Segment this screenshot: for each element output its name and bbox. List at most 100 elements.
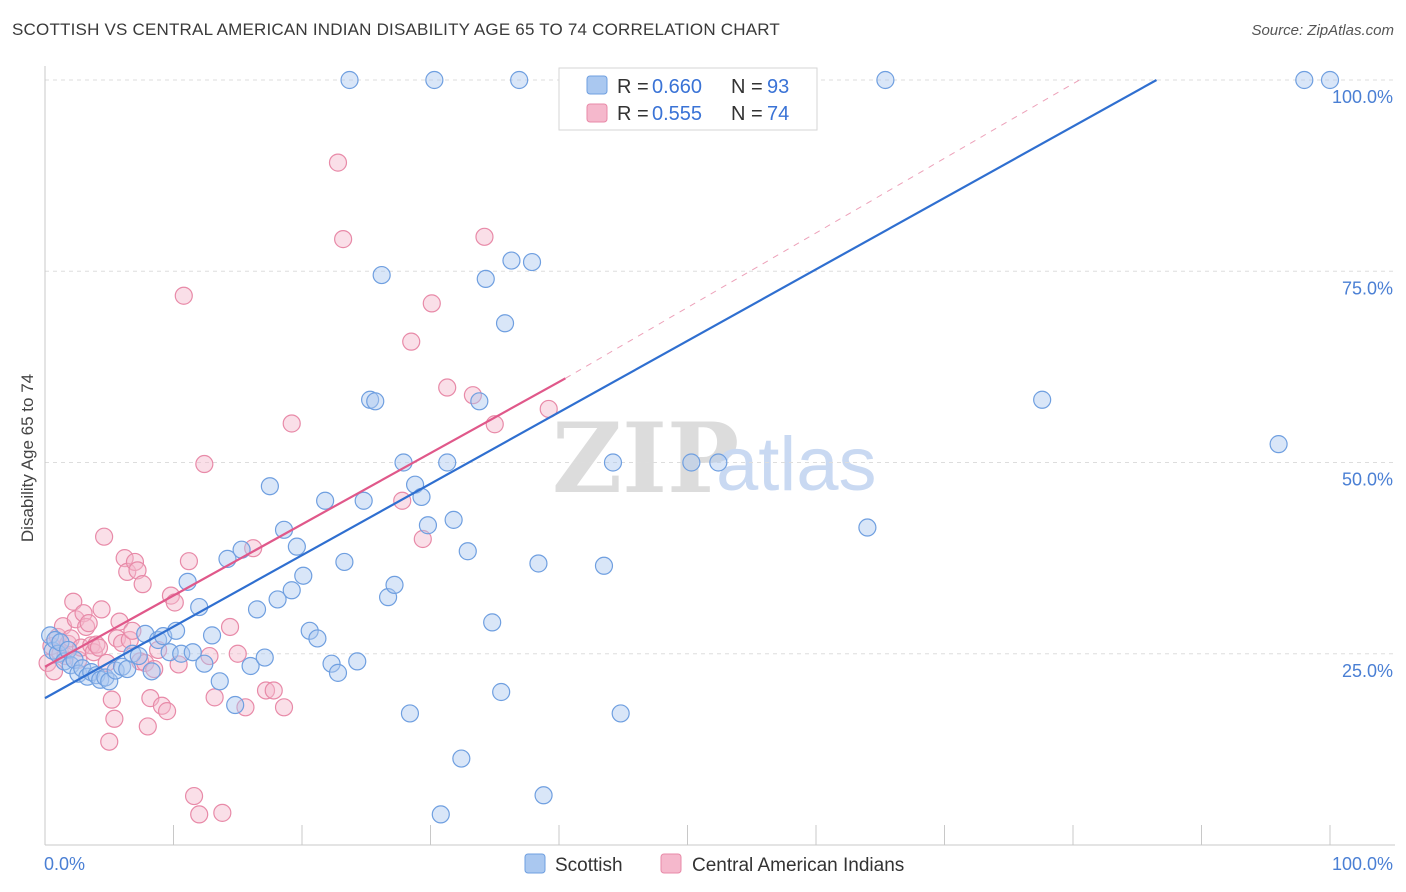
scottish-point: [400, 704, 420, 723]
scottish-point: [492, 682, 511, 702]
series-legend: Scottish Central American Indians: [524, 853, 904, 876]
legend-n-label-1: N =: [731, 76, 763, 98]
scottish-point: [534, 786, 553, 805]
scottish-point: [444, 510, 463, 529]
central-american-indians-trend-extension: [565, 79, 1080, 379]
scottish-point: [502, 251, 521, 270]
scottish-point: [452, 749, 471, 768]
scottish-point: [241, 656, 260, 676]
central-american-indians-point: [157, 702, 177, 721]
x-tick-label: 0.0%: [44, 854, 85, 874]
scottish-point: [425, 70, 444, 90]
central-american-indians-point: [274, 698, 294, 717]
watermark: ZIP atlas: [552, 402, 877, 515]
central-american-indians-point: [79, 614, 98, 633]
y-axis-title: Disability Age 65 to 74: [18, 374, 37, 542]
scottish-point: [438, 453, 457, 472]
scottish-point: [431, 805, 450, 824]
scottish-point: [100, 672, 119, 691]
y-tick-label: 100.0%: [1332, 87, 1393, 107]
central-american-indians-point: [92, 600, 111, 619]
scottish-point: [418, 516, 438, 535]
legend-n-label-2: N =: [731, 103, 763, 125]
x-tick-label: 100.0%: [1332, 854, 1393, 874]
chart-title: SCOTTISH VS CENTRAL AMERICAN INDIAN DISA…: [12, 20, 780, 39]
central-american-indians-point: [102, 690, 121, 709]
scottish-point: [476, 269, 495, 288]
scottish-point: [529, 554, 548, 573]
central-american-indians-point: [115, 549, 134, 568]
scottish-point: [308, 629, 327, 648]
grid: 25.0% 50.0% 75.0% 100.0%: [45, 79, 1395, 681]
central-american-indians-point: [105, 709, 124, 728]
bottom-legend-swatch-central-american-indians: [660, 853, 682, 874]
central-american-indians-point: [138, 717, 157, 736]
legend-n-value-2: 74: [767, 103, 789, 125]
scottish-point: [328, 663, 348, 682]
scottish-point: [210, 672, 229, 691]
scottish-point: [1295, 70, 1314, 90]
central-american-indians-point: [205, 688, 224, 707]
scottish-point: [282, 581, 301, 600]
legend-r-label-2: R =: [617, 103, 649, 125]
y-tick-label: 75.0%: [1342, 278, 1393, 298]
scottish-point: [611, 704, 630, 723]
scottish-point: [603, 453, 623, 472]
central-american-indians-point: [74, 604, 93, 623]
central-american-indians-point: [195, 454, 214, 474]
scottish-point: [594, 556, 614, 575]
central-american-indians-point: [402, 332, 421, 351]
scottish-point: [876, 70, 895, 90]
central-american-indians-point: [133, 575, 152, 594]
scottish-point: [483, 613, 502, 632]
scottish-trend-line: [44, 79, 1158, 700]
scottish-point: [195, 654, 214, 673]
central-american-indians-trend-line: [44, 377, 566, 668]
scottish-point: [300, 621, 319, 640]
bottom-legend-label-scottish: Scottish: [555, 855, 623, 876]
scottish-point: [160, 643, 179, 662]
central-american-indians-point: [89, 638, 109, 657]
scottish-point: [354, 491, 373, 510]
central-american-indians-point: [438, 378, 457, 397]
scottish-point: [335, 552, 354, 572]
central-american-indians-point: [190, 805, 209, 824]
scottish-point: [1269, 435, 1288, 454]
scottish-point: [287, 537, 306, 556]
scottish-point: [172, 644, 191, 663]
central-american-indians-point: [393, 491, 412, 510]
scottish-point: [226, 695, 245, 715]
central-american-indians-point: [256, 681, 276, 700]
central-american-indians-point: [169, 655, 188, 674]
scottish-point: [470, 392, 489, 411]
central-american-indians-points: [38, 153, 558, 824]
central-american-indians-point: [148, 640, 168, 660]
legend-swatch-scottish: [586, 75, 608, 95]
central-american-indians-point: [228, 644, 247, 663]
scottish-point: [385, 575, 404, 595]
axes: 0.0% 100.0%: [44, 66, 1395, 874]
y-tick-label: 25.0%: [1342, 661, 1393, 681]
scottish-point: [183, 643, 202, 662]
scottish-point: [202, 626, 222, 645]
scottish-point: [268, 590, 287, 609]
central-american-indians-point: [100, 732, 119, 751]
central-american-indians-point: [220, 617, 240, 637]
watermark-atlas: atlas: [716, 422, 877, 507]
legend-n-value-1: 93: [767, 76, 789, 98]
scottish-point: [255, 648, 274, 667]
bottom-legend-swatch-scottish: [524, 853, 546, 874]
watermark-zip: ZIP: [552, 402, 739, 515]
scottish-point: [340, 70, 359, 90]
scottish-point: [458, 542, 477, 561]
scottish-point: [366, 392, 385, 411]
scottish-point: [858, 518, 877, 537]
central-american-indians-point: [213, 803, 232, 822]
bottom-legend-label-central-american-indians: Central American Indians: [692, 855, 904, 876]
central-american-indians-point: [184, 786, 204, 806]
scottish-point: [372, 265, 391, 285]
central-american-indians-point: [174, 286, 193, 305]
scottish-point: [316, 491, 335, 510]
central-american-indians-point: [61, 629, 80, 648]
